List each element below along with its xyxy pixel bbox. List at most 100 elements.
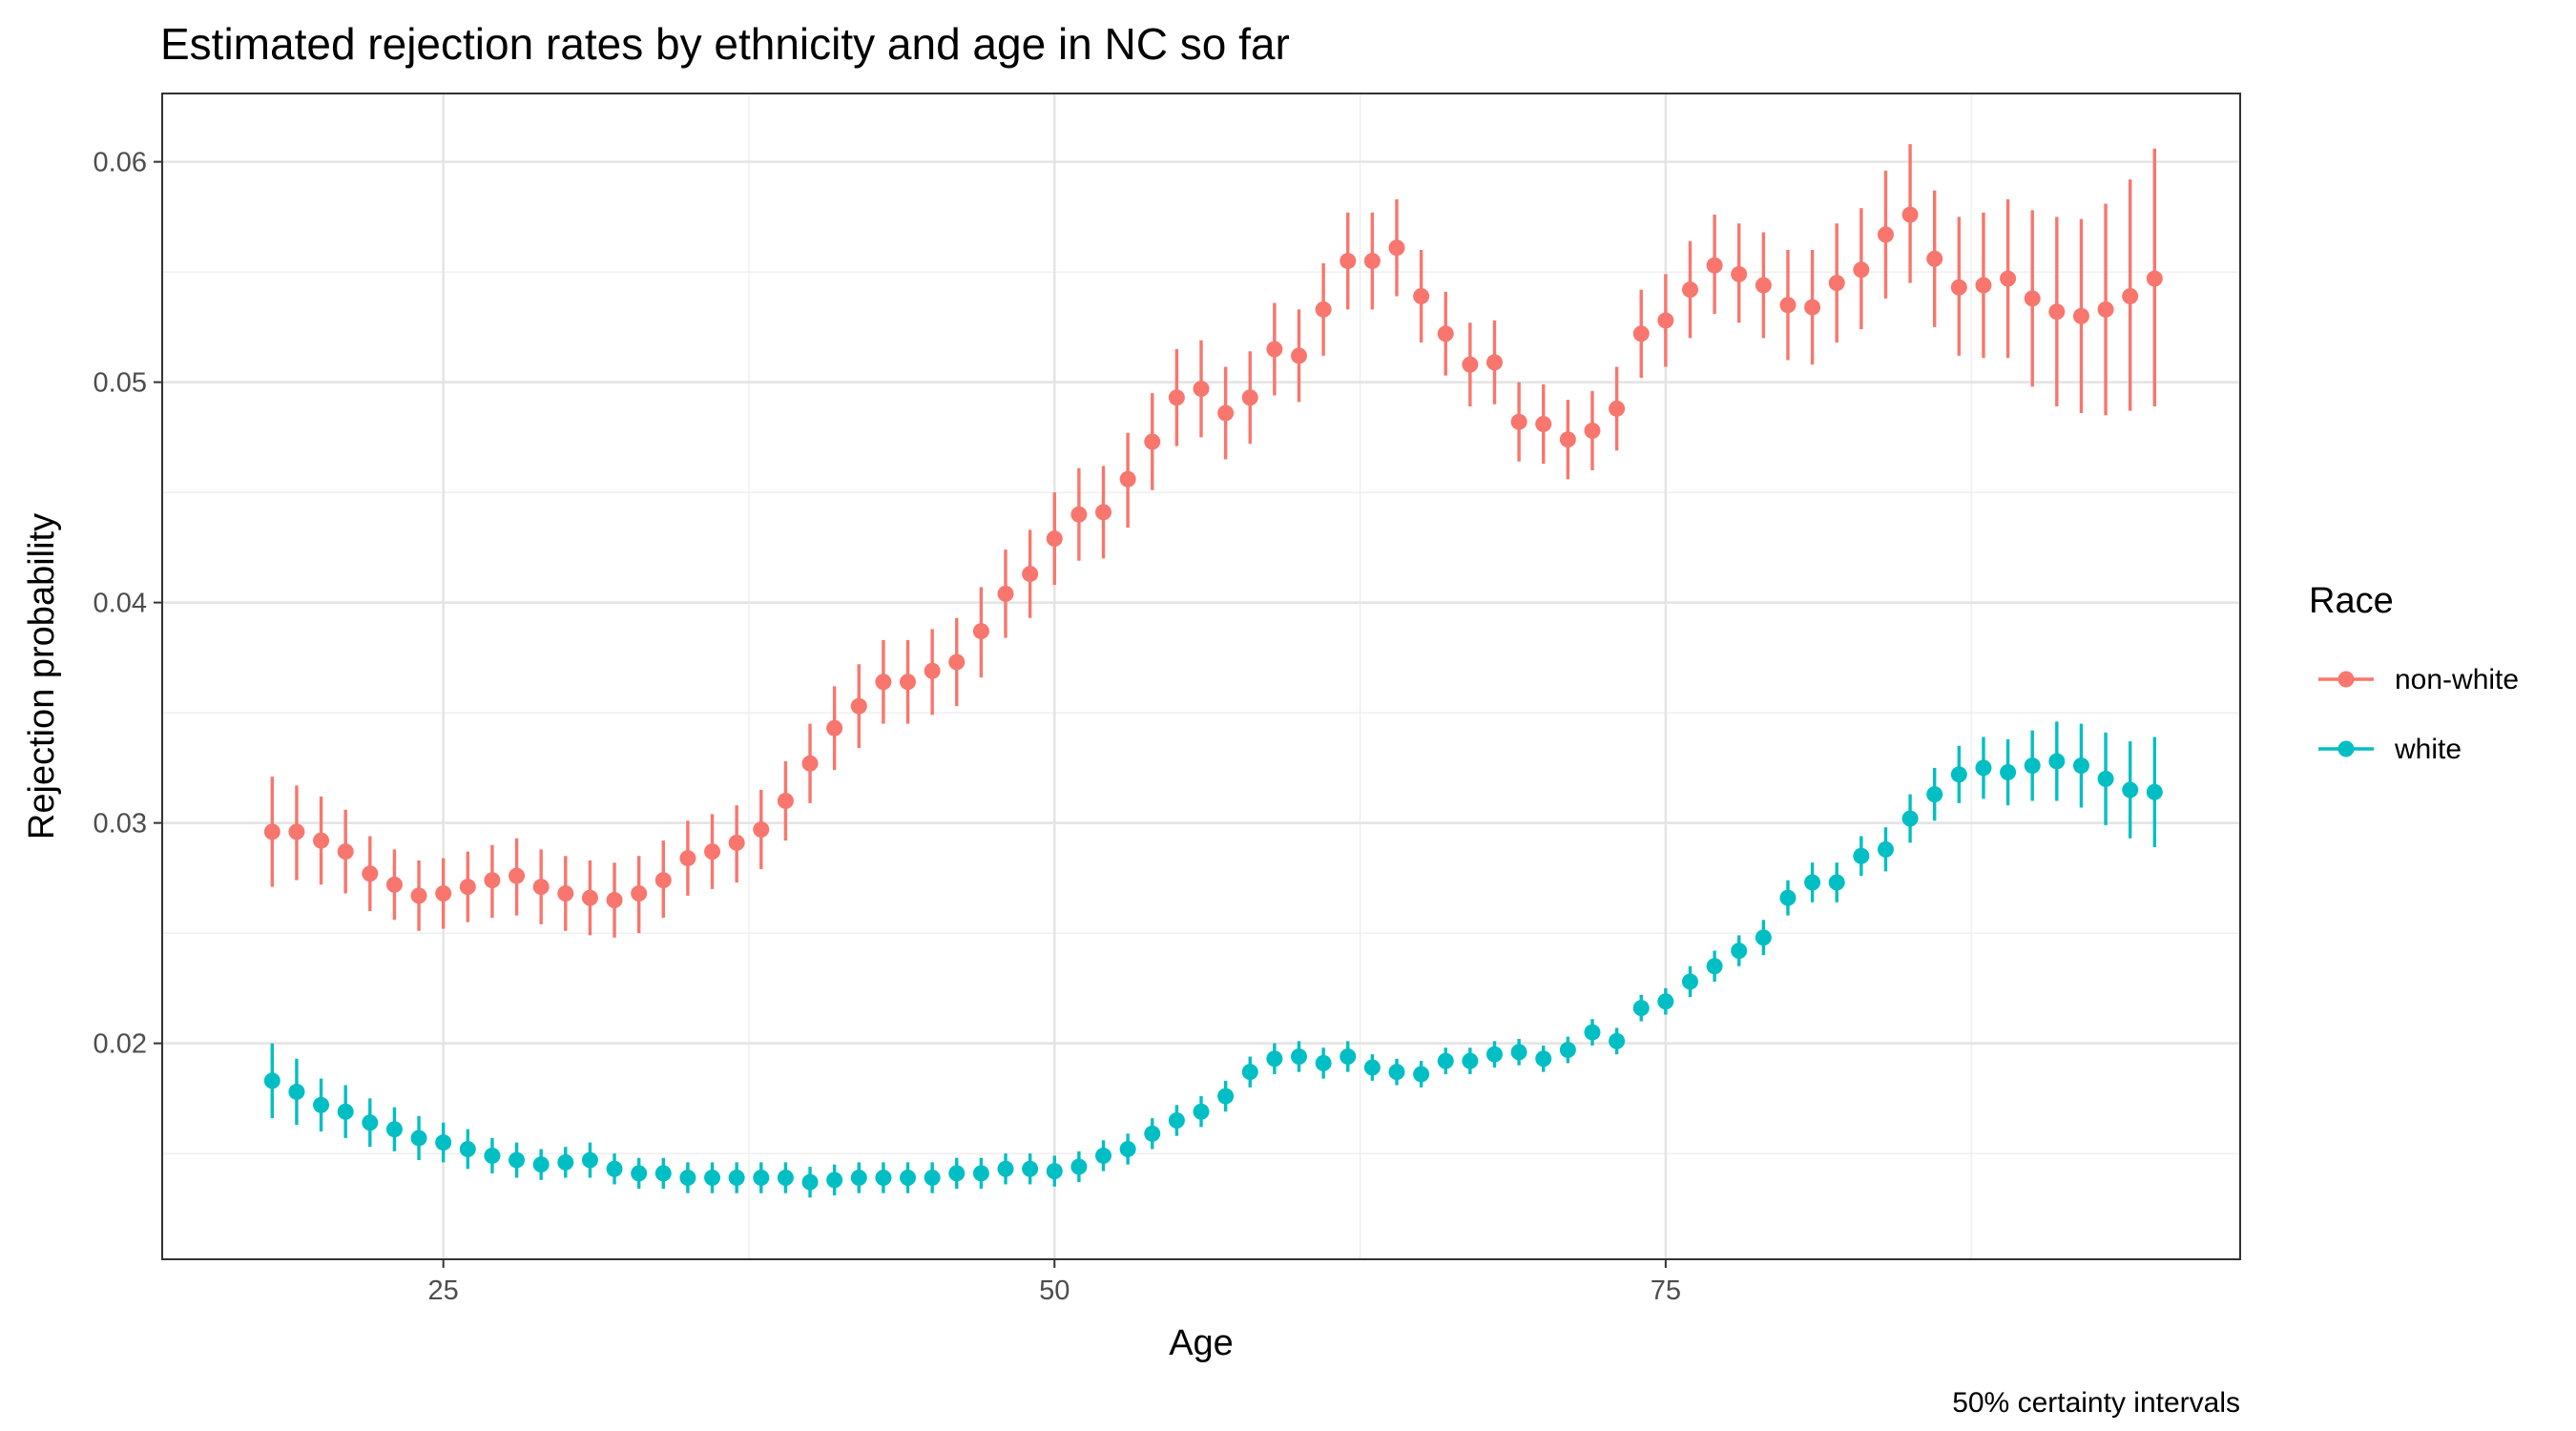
series-white [263, 721, 2163, 1198]
x-tick-label: 25 [428, 1275, 459, 1306]
non-white-point [704, 843, 721, 861]
non-white-point [1095, 504, 1112, 521]
non-white-point [1779, 297, 1797, 314]
non-white-point [850, 697, 867, 715]
white-point [1340, 1047, 1357, 1065]
non-white-point [1828, 275, 1845, 292]
white-point [1755, 929, 1772, 946]
white-point [777, 1170, 794, 1187]
non-white-point [1119, 470, 1136, 487]
non-white-point [1975, 277, 1992, 294]
non-white-point [801, 755, 819, 772]
white-point [1706, 958, 1723, 975]
non-white-point [1046, 530, 1063, 548]
y-tick-label: 0.04 [93, 589, 147, 619]
white-point [459, 1140, 476, 1157]
non-white-point [728, 834, 745, 851]
non-white-point [1485, 354, 1503, 371]
non-white-point [1144, 433, 1161, 450]
non-white-point [1584, 422, 1601, 439]
white-point [1193, 1103, 1210, 1120]
white-point [1901, 810, 1919, 827]
non-white-point [1877, 226, 1894, 243]
x-tick-label: 50 [1039, 1275, 1070, 1306]
white-point [1217, 1088, 1235, 1105]
white-point [435, 1134, 452, 1151]
legend-item-non-white: non-white [2318, 664, 2519, 695]
white-point [997, 1160, 1014, 1177]
white-point [1046, 1163, 1063, 1180]
non-white-point [1609, 400, 1626, 417]
panel-background [162, 93, 2240, 1259]
white-point [362, 1114, 379, 1131]
white-point [1584, 1024, 1601, 1041]
white-point [1535, 1050, 1552, 1068]
legend-key-point [2337, 671, 2355, 688]
non-white-point [1804, 299, 1821, 316]
non-white-point [924, 662, 941, 679]
white-point [631, 1165, 648, 1182]
non-white-point [1510, 413, 1527, 430]
y-axis-title: Rejection probability [22, 513, 62, 840]
white-point [1315, 1054, 1332, 1071]
white-point [581, 1151, 598, 1169]
white-point [1144, 1125, 1161, 1142]
white-point [1657, 993, 1674, 1010]
non-white-point [1290, 347, 1307, 364]
non-white-point [1413, 288, 1430, 305]
y-tick-label: 0.05 [93, 368, 147, 399]
non-white-point [2122, 288, 2139, 305]
white-point [509, 1151, 526, 1169]
non-white-point [1217, 404, 1235, 422]
white-point [1485, 1046, 1503, 1063]
non-white-point [1363, 253, 1381, 270]
non-white-point [1657, 312, 1674, 329]
white-point [1070, 1158, 1088, 1175]
non-white-point [1266, 341, 1283, 358]
non-white-point [777, 793, 794, 810]
non-white-point [900, 674, 917, 691]
non-white-point [1755, 277, 1772, 294]
non-white-point [1340, 253, 1357, 270]
non-white-point [1632, 325, 1650, 342]
white-point [288, 1083, 305, 1100]
series-layer [263, 144, 2163, 1198]
non-white-point [948, 653, 966, 671]
white-point [2122, 781, 2139, 798]
white-point [1241, 1064, 1258, 1081]
white-point [875, 1170, 892, 1187]
white-point [900, 1170, 917, 1187]
white-point [385, 1121, 403, 1138]
white-point [1168, 1111, 1185, 1129]
non-white-point [484, 872, 501, 889]
non-white-point [362, 865, 379, 882]
white-point [728, 1170, 745, 1187]
white-point [1363, 1059, 1381, 1076]
non-white-point [826, 719, 843, 736]
plot-panel [161, 93, 2241, 1260]
non-white-point [753, 821, 770, 839]
non-white-point [337, 843, 354, 861]
non-white-point [1022, 566, 1039, 583]
legend-item-white: white [2318, 734, 2462, 765]
non-white-point [532, 879, 550, 896]
white-point [850, 1170, 867, 1187]
white-point [2048, 753, 2066, 770]
non-white-point [1706, 257, 1723, 274]
non-white-point [1731, 265, 1748, 282]
non-white-point [435, 885, 452, 902]
non-white-point [679, 850, 696, 867]
x-tick-label: 75 [1651, 1275, 1681, 1306]
white-point [1632, 1000, 1650, 1017]
white-point [484, 1147, 501, 1164]
non-white-point [410, 887, 427, 904]
white-point [704, 1170, 721, 1187]
chart-title: Estimated rejection rates by ethnicity a… [160, 19, 1290, 69]
white-point [1681, 973, 1698, 990]
white-point [410, 1130, 427, 1147]
non-white-point [1559, 431, 1576, 448]
non-white-point [654, 872, 672, 889]
white-point [1095, 1147, 1112, 1164]
non-white-point [1315, 301, 1332, 318]
